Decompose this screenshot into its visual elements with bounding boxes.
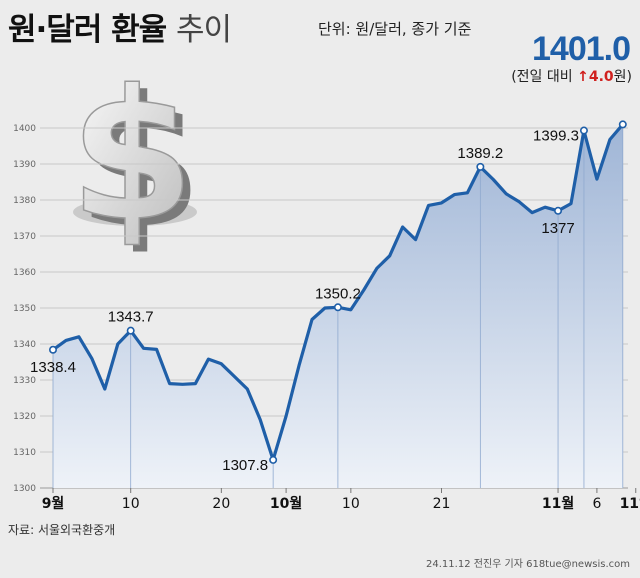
- data-label: 1343.7: [108, 309, 154, 326]
- data-point-marker: [126, 326, 135, 335]
- change-value: 4.0: [588, 69, 614, 85]
- data-points: [48, 120, 627, 464]
- y-tick-label: 1380: [13, 196, 36, 206]
- y-tick-label: 1400: [13, 124, 36, 134]
- data-label: 1389.2: [457, 145, 503, 162]
- data-label: 1350.2: [315, 285, 361, 302]
- data-label: 1399.3: [533, 128, 579, 145]
- title-sub: 추이: [175, 12, 232, 48]
- y-tick-label: 1330: [13, 376, 36, 386]
- y-tick-label: 1350: [13, 304, 36, 314]
- x-tick-label: 11월: [542, 495, 574, 512]
- change-suffix: 원): [613, 69, 632, 85]
- drop-lines: [52, 124, 624, 488]
- data-point-marker: [476, 162, 485, 171]
- x-tick-label: 6: [592, 496, 601, 512]
- data-point-marker: [579, 126, 588, 135]
- data-label: 1377: [541, 220, 574, 237]
- data-label: 1338.4: [30, 359, 76, 376]
- y-tick-label: 1360: [13, 268, 36, 278]
- credit-note: 24.11.12 전진우 기자 618tue@newsis.com: [426, 559, 630, 570]
- x-tick-label: 21: [433, 496, 451, 512]
- change-prefix: (전일 대비: [511, 69, 573, 85]
- x-tick-label: 10: [342, 496, 360, 512]
- latest-value: 1401.0: [532, 30, 631, 68]
- x-tick-label: 11일: [620, 496, 640, 512]
- svg-text:$: $: [69, 52, 194, 261]
- y-tick-label: 1310: [13, 448, 36, 458]
- x-tick-label: 10: [122, 496, 140, 512]
- data-point-marker: [269, 455, 278, 464]
- data-point-marker: [618, 120, 627, 129]
- x-tick-label: 10월: [270, 495, 302, 512]
- data-label: 1307.8: [222, 457, 268, 474]
- y-tick-label: 1320: [13, 412, 36, 422]
- up-arrow-icon: ↑: [577, 69, 589, 85]
- y-tick-label: 1340: [13, 340, 36, 350]
- title-main: 원·달러 환율: [8, 12, 167, 48]
- unit-label: 단위: 원/달러, 종가 기준: [318, 20, 472, 38]
- data-labels: 1338.4 1343.7 1307.8 1350.2 1389.2 1377 1399.3: [30, 128, 579, 474]
- data-point-marker: [554, 206, 563, 215]
- chart-title: 원·달러 환율 추이: [8, 4, 232, 49]
- data-point-marker: [333, 303, 342, 312]
- data-point-marker: [48, 345, 57, 354]
- y-tick-label: 1370: [13, 232, 36, 242]
- x-tick-label: 20: [212, 496, 230, 512]
- change-label: (전일 대비 ↑4.0원): [511, 66, 632, 86]
- x-tick-label: 9월: [42, 495, 65, 512]
- y-tick-label: 1300: [13, 484, 36, 494]
- y-tick-label: 1390: [13, 160, 36, 170]
- x-axis: 9월 10 20 10월 10 21 11월 6 11일: [42, 488, 640, 512]
- source-note: 자료: 서울외국환중개: [8, 523, 116, 537]
